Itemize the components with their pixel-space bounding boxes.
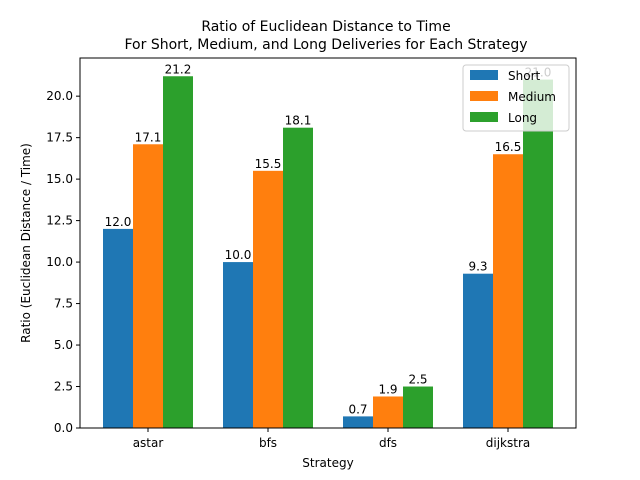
y-tick-label: 0.0 [54, 421, 73, 435]
bar-medium-dfs [373, 396, 403, 428]
y-tick-label: 15.0 [46, 172, 73, 186]
data-label-medium-dijkstra: 16.5 [495, 140, 522, 154]
data-label-short-dfs: 0.7 [348, 402, 367, 416]
y-tick-label: 10.0 [46, 255, 73, 269]
bar-medium-bfs [253, 170, 283, 428]
bar-short-dfs [343, 416, 373, 428]
chart-subtitle: For Short, Medium, and Long Deliveries f… [125, 37, 528, 53]
data-label-medium-astar: 17.1 [135, 130, 162, 144]
y-tick-label: 20.0 [46, 89, 73, 103]
bar-long-dijkstra [523, 79, 553, 428]
y-tick-label: 7.5 [54, 297, 73, 311]
bar-medium-astar [133, 144, 163, 429]
data-label-long-bfs: 18.1 [285, 114, 312, 128]
legend: Short Medium Long [462, 64, 570, 132]
bar-short-astar [103, 228, 133, 428]
data-label-short-astar: 12.0 [105, 215, 132, 229]
x-tick-label-bfs: bfs [259, 436, 277, 450]
data-label-medium-dfs: 1.9 [378, 382, 397, 396]
chart-title: Ratio of Euclidean Distance to Time [201, 19, 450, 35]
bar-long-dfs [403, 386, 433, 428]
x-axis: astar bfs dfs dijkstra [133, 428, 530, 450]
data-label-short-dijkstra: 9.3 [468, 260, 487, 274]
x-tick-label-dfs: dfs [379, 436, 397, 450]
legend-label-medium: Medium [508, 90, 556, 104]
x-axis-label: Strategy [302, 456, 353, 470]
plot-frame [79, 57, 577, 429]
bar-short-dijkstra [463, 273, 493, 428]
y-axis: 0.0 2.5 5.0 7.5 10.0 12.5 15.0 17.5 20.0 [46, 89, 80, 435]
y-tick-label: 12.5 [46, 214, 73, 228]
x-tick-label-astar: astar [133, 436, 164, 450]
bar-long-bfs [283, 127, 313, 428]
legend-swatch-medium [470, 91, 498, 101]
data-label-medium-bfs: 15.5 [255, 157, 282, 171]
legend-label-short: Short [508, 69, 540, 83]
data-label-long-astar: 21.2 [165, 62, 192, 76]
y-tick-label: 17.5 [46, 131, 73, 145]
y-tick-label: 5.0 [54, 338, 73, 352]
bar-short-bfs [223, 262, 253, 428]
legend-label-long: Long [508, 111, 537, 125]
y-axis-label: Ratio (Euclidean Distance / Time) [19, 143, 33, 343]
legend-swatch-long [470, 112, 498, 122]
data-label-long-dfs: 2.5 [408, 373, 427, 387]
x-tick-label-dijkstra: dijkstra [486, 436, 530, 450]
y-tick-label: 2.5 [54, 380, 73, 394]
bar-medium-dijkstra [493, 154, 523, 428]
bar-long-astar [163, 76, 193, 428]
data-label-short-bfs: 10.0 [225, 248, 252, 262]
legend-swatch-short [470, 70, 498, 80]
bars-group [103, 76, 553, 429]
